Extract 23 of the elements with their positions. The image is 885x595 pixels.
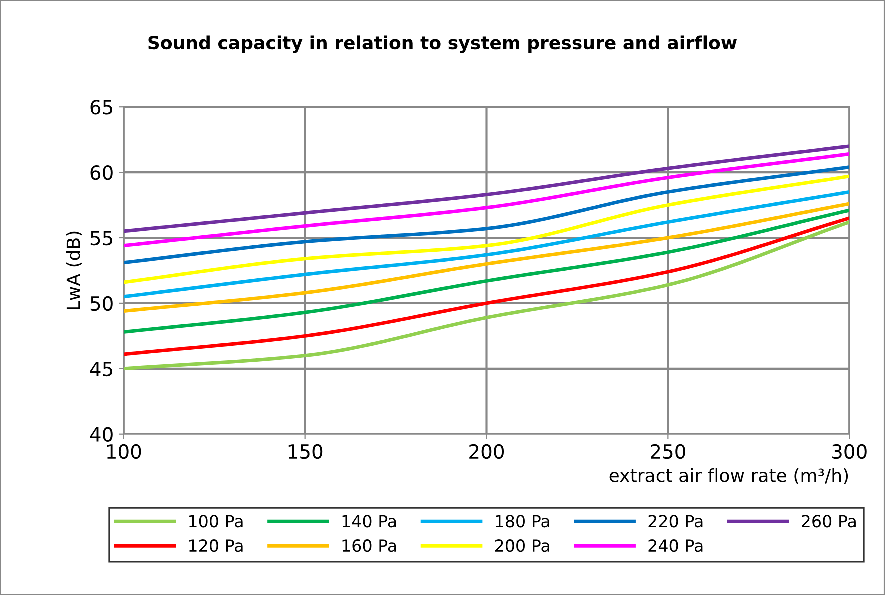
x-tick-label: 100 xyxy=(107,444,142,460)
y-tick-label: 40 xyxy=(90,427,113,442)
x-axis-title: extract air flow rate (m³/h) xyxy=(610,468,848,485)
x-tick-label: 200 xyxy=(470,444,504,460)
x-tick-label: 250 xyxy=(651,444,686,460)
legend-label: 180 Pa xyxy=(496,515,550,528)
y-tick-label: 50 xyxy=(90,296,113,312)
legend-label: 240 Pa xyxy=(648,540,703,552)
y-axis-title: LwA (dB) xyxy=(66,232,83,310)
y-tick-label: 55 xyxy=(90,231,112,246)
y-tick-label: 60 xyxy=(90,166,113,180)
x-tick-label: 300 xyxy=(832,444,867,460)
legend-label: 160 Pa xyxy=(342,540,396,552)
legend-label: 200 Pa xyxy=(495,540,550,552)
legend-label: 100 Pa xyxy=(190,515,243,528)
chart-title: Sound capacity in relation to system pressure and airflow xyxy=(148,36,737,54)
legend-label: 220 Pa xyxy=(648,515,703,528)
x-tick-label: 150 xyxy=(288,444,323,460)
legend-label: 260 Pa xyxy=(802,515,856,528)
y-tick-label: 45 xyxy=(90,362,112,377)
legend-label: 120 Pa xyxy=(190,540,243,552)
y-tick-label: 65 xyxy=(90,100,112,115)
legend-label: 140 Pa xyxy=(342,515,396,528)
